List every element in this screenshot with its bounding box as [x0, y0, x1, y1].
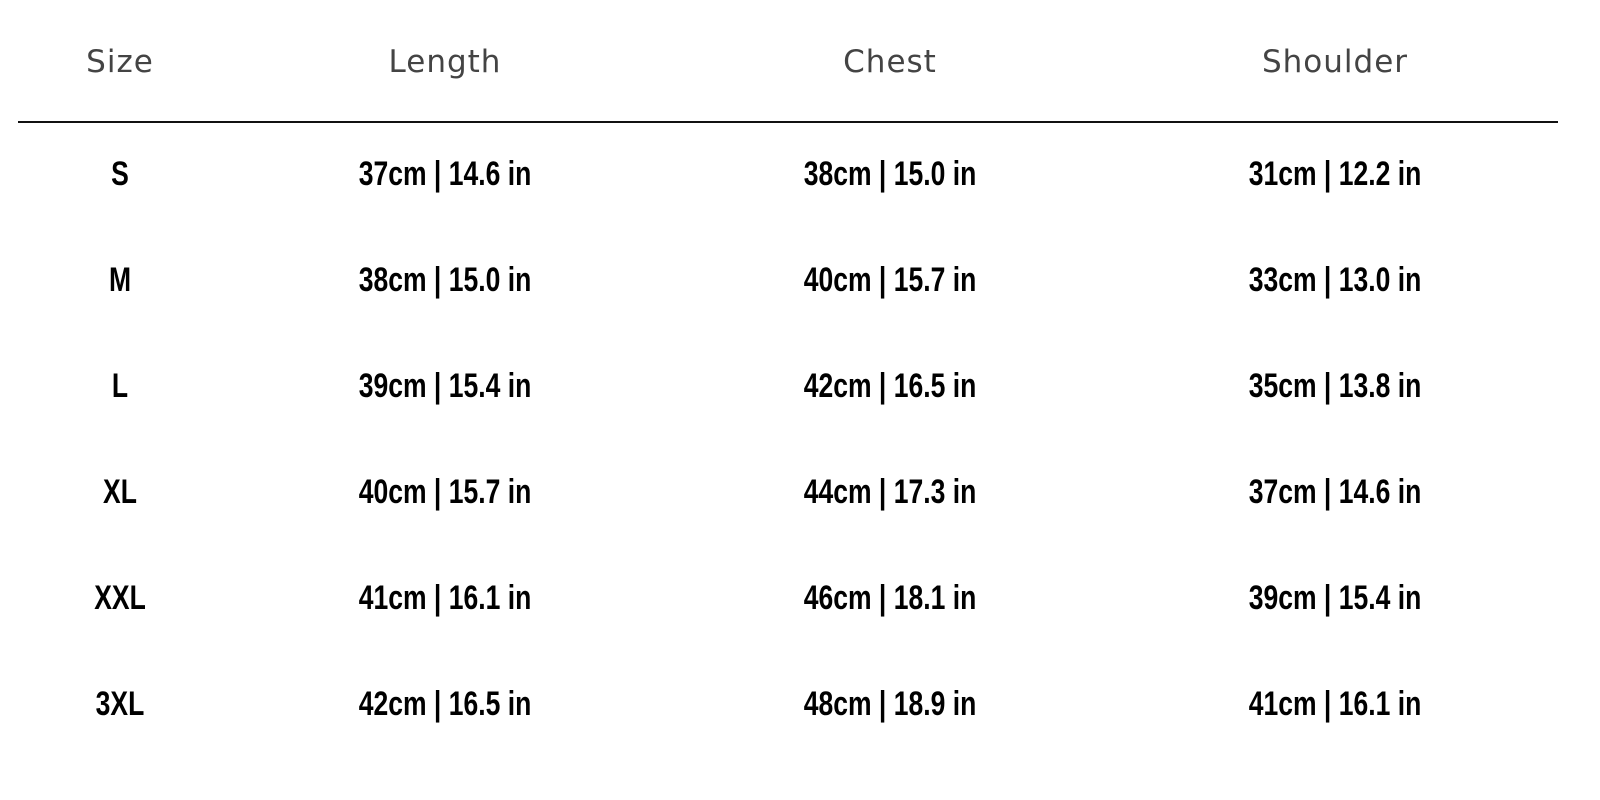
cell-shoulder: 39cm | 15.4 in — [1248, 579, 1422, 617]
cell-size: M — [108, 261, 132, 299]
header-divider — [18, 121, 1558, 123]
cell-length: 42cm | 16.5 in — [358, 685, 532, 723]
header-shoulder: Shoulder — [1261, 44, 1409, 80]
cell-length: 41cm | 16.1 in — [358, 579, 532, 617]
cell-chest: 48cm | 18.9 in — [803, 685, 977, 723]
cell-chest: 46cm | 18.1 in — [803, 579, 977, 617]
cell-size: XXL — [94, 579, 146, 617]
cell-size: L — [111, 367, 129, 405]
cell-shoulder: 35cm | 13.8 in — [1248, 367, 1422, 405]
header-length: Length — [388, 44, 502, 80]
cell-length: 38cm | 15.0 in — [358, 261, 532, 299]
header-size: Size — [86, 44, 154, 80]
cell-length: 37cm | 14.6 in — [358, 155, 532, 193]
cell-shoulder: 33cm | 13.0 in — [1248, 261, 1422, 299]
cell-chest: 42cm | 16.5 in — [803, 367, 977, 405]
header-chest: Chest — [843, 44, 937, 80]
cell-chest: 40cm | 15.7 in — [803, 261, 977, 299]
cell-length: 40cm | 15.7 in — [358, 473, 532, 511]
cell-size: S — [111, 155, 129, 193]
cell-shoulder: 37cm | 14.6 in — [1248, 473, 1422, 511]
cell-shoulder: 41cm | 16.1 in — [1248, 685, 1422, 723]
cell-shoulder: 31cm | 12.2 in — [1248, 155, 1422, 193]
cell-length: 39cm | 15.4 in — [358, 367, 532, 405]
cell-size: XL — [103, 473, 137, 511]
cell-chest: 38cm | 15.0 in — [803, 155, 977, 193]
cell-chest: 44cm | 17.3 in — [803, 473, 977, 511]
cell-size: 3XL — [95, 685, 145, 723]
